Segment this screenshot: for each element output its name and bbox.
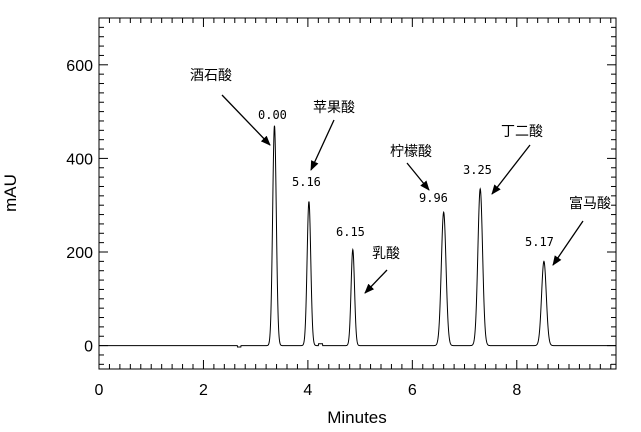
y-axis-title: mAU [1, 174, 20, 212]
peak-value-label: 5.16 [292, 175, 321, 189]
chromatogram-trace [99, 125, 616, 348]
y-tick-label: 400 [66, 151, 93, 168]
peak-value-label: 9.96 [419, 191, 448, 205]
peak-arrow [552, 220, 584, 266]
axis-ticks: 0 2 4 6 8 0 200 400 600 [66, 18, 616, 399]
y-tick-label: 0 [84, 339, 93, 356]
peak-arrow [310, 119, 335, 171]
plot-frame [98, 17, 617, 370]
x-tick-label: 4 [303, 382, 312, 399]
x-tick-label: 2 [199, 382, 208, 399]
peak-arrow [406, 162, 430, 191]
peak-name-label: 乳酸 [372, 246, 400, 262]
peak-name-label: 酒石酸 [190, 68, 232, 84]
x-tick-label: 6 [408, 382, 417, 399]
x-axis-title: Minutes [327, 408, 387, 427]
peak-arrow [221, 94, 271, 146]
peak-annotations: 酒石酸 0.00 苹果酸 5.16 乳酸 6.15 柠檬酸 9.96 丁二酸 3.25 富马酸 5.1… [190, 68, 611, 294]
peak-value-label: 6.15 [336, 225, 365, 239]
trace-layer [99, 125, 616, 348]
peak-arrow [491, 144, 531, 195]
x-tick-label: 0 [95, 382, 104, 399]
peak-value-label: 3.25 [463, 163, 492, 177]
peak-value-label: 0.00 [258, 108, 287, 122]
y-tick-label: 200 [66, 245, 93, 262]
x-tick-label: 8 [512, 382, 521, 399]
peak-name-label: 苹果酸 [313, 100, 355, 116]
y-tick-label: 600 [66, 58, 93, 75]
peak-name-label: 富马酸 [569, 195, 611, 212]
peak-value-label: 5.17 [525, 235, 554, 249]
peak-name-label: 柠檬酸 [390, 144, 432, 160]
peak-name-label: 丁二酸 [501, 124, 543, 140]
peak-arrow [364, 269, 388, 294]
